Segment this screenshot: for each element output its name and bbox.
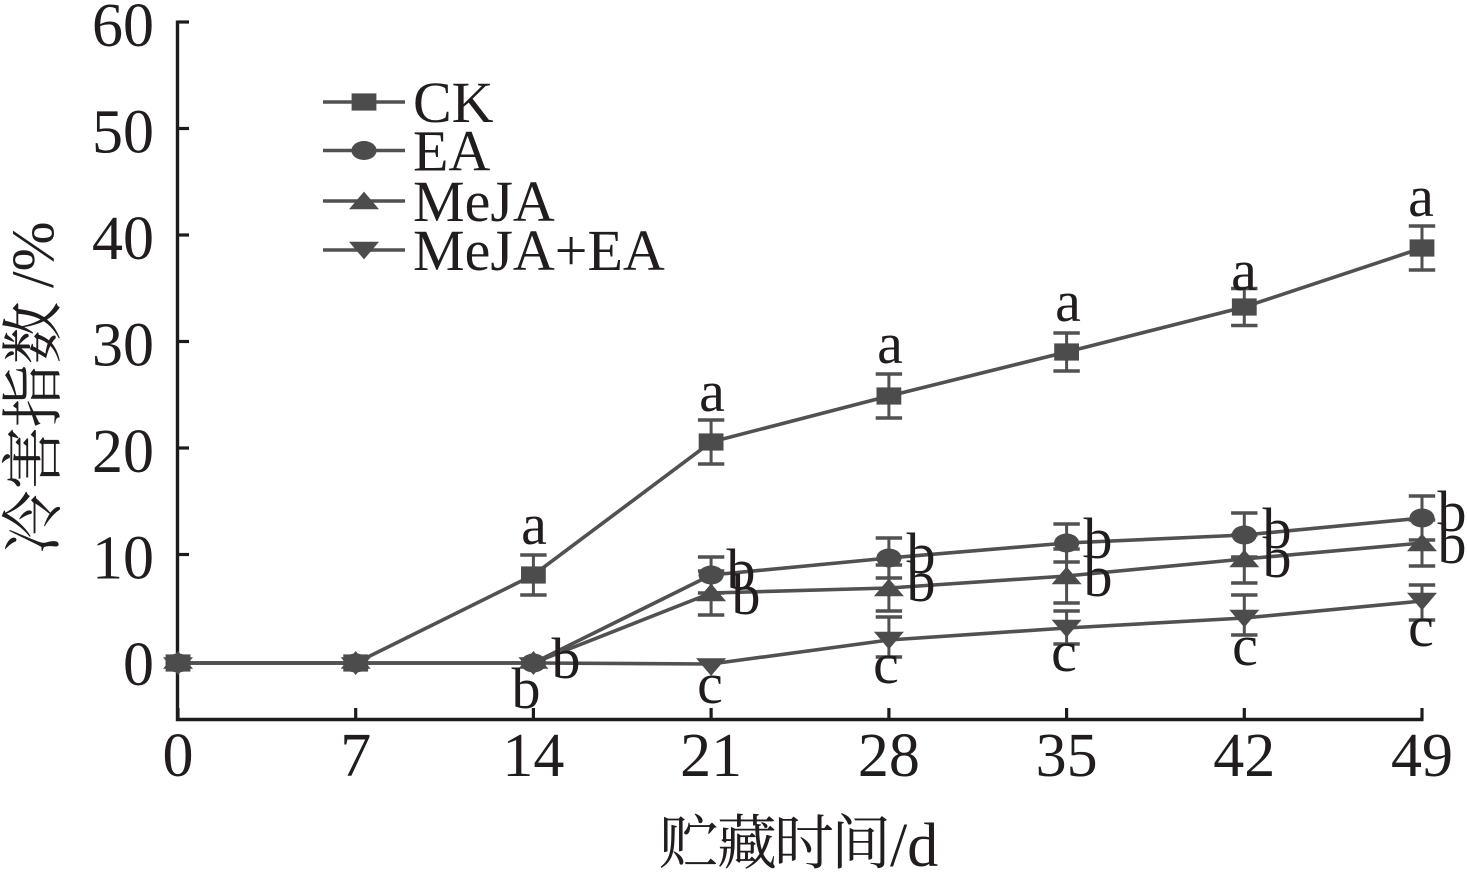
svg-text:MeJA: MeJA	[413, 169, 555, 234]
svg-text:14: 14	[502, 722, 564, 790]
svg-text:49: 49	[1391, 722, 1453, 790]
svg-text:b: b	[907, 521, 936, 586]
svg-text:28: 28	[858, 722, 920, 790]
svg-text:a: a	[521, 492, 547, 557]
svg-text:b: b	[1084, 506, 1113, 571]
svg-text:50: 50	[92, 99, 154, 167]
svg-text:b: b	[1438, 511, 1467, 576]
svg-text:a: a	[1231, 238, 1257, 303]
svg-text:EA: EA	[413, 119, 490, 184]
svg-text:/%: /%	[0, 221, 66, 288]
svg-text:a: a	[699, 359, 725, 424]
svg-text:MeJA+EA: MeJA+EA	[413, 218, 665, 283]
svg-text:20: 20	[92, 418, 154, 486]
svg-text:b: b	[1263, 525, 1292, 590]
svg-text:0: 0	[123, 631, 154, 699]
svg-text:b: b	[732, 562, 761, 627]
svg-text:CK: CK	[413, 70, 494, 135]
svg-text:b: b	[727, 537, 756, 602]
svg-text:/d: /d	[890, 812, 938, 872]
svg-text:a: a	[1055, 269, 1081, 334]
svg-text:b: b	[1263, 496, 1292, 561]
svg-text:b: b	[907, 549, 936, 614]
svg-text:42: 42	[1213, 722, 1275, 790]
svg-text:b: b	[512, 656, 541, 721]
svg-text:a: a	[877, 311, 903, 376]
svg-text:c: c	[1232, 613, 1258, 678]
svg-text:0: 0	[163, 722, 194, 790]
svg-text:21: 21	[680, 722, 742, 790]
svg-text:b: b	[1084, 544, 1113, 609]
svg-text:7: 7	[340, 722, 371, 790]
svg-text:c: c	[1408, 594, 1434, 659]
svg-text:40: 40	[92, 205, 154, 273]
svg-text:10: 10	[92, 525, 154, 593]
svg-text:b: b	[552, 626, 581, 691]
svg-text:60: 60	[92, 0, 154, 60]
svg-text:35: 35	[1036, 722, 1098, 790]
svg-text:c: c	[697, 651, 723, 716]
svg-text:b: b	[1438, 479, 1467, 544]
svg-text:a: a	[1408, 164, 1434, 229]
svg-text:c: c	[1051, 619, 1077, 684]
svg-text:c: c	[873, 631, 899, 696]
svg-text:30: 30	[92, 312, 154, 380]
